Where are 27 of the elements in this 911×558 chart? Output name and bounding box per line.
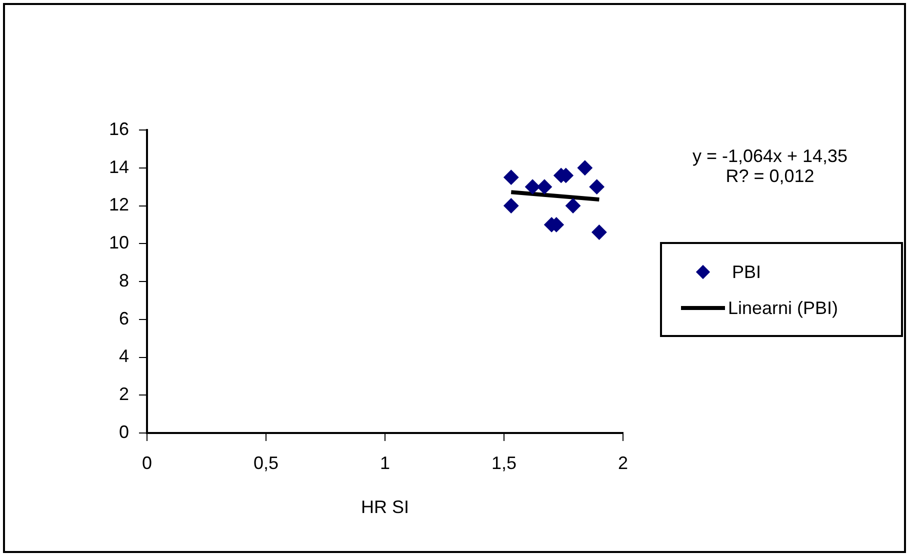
point	[566, 198, 581, 214]
text: y = -1,064x + 14,35	[691, 146, 849, 167]
y-tick-label: 16	[108, 118, 129, 139]
y-tick-label: 4	[118, 346, 129, 366]
y-tick-label: 2	[118, 384, 129, 404]
point	[577, 160, 592, 176]
legend-label: PBI	[732, 262, 762, 282]
y-tick-label: 8	[118, 270, 129, 290]
point	[504, 198, 519, 214]
y-tick-label: 10	[108, 232, 129, 253]
x-axis-title: HR SI	[360, 497, 410, 518]
legend-label: Linearni (PBI)	[728, 298, 838, 318]
y-tick-label: 12	[108, 194, 129, 215]
x-tick-label: 1,5	[491, 452, 517, 473]
point	[592, 224, 607, 240]
point	[504, 170, 519, 185]
text: R? = 0,012	[724, 166, 816, 187]
x-tick-label: 0	[142, 452, 152, 473]
x-tick-label: 0,5	[253, 452, 279, 473]
point	[536, 179, 552, 194]
y-tick-label: 0	[118, 422, 129, 442]
y-tick-label: 14	[108, 156, 129, 177]
x-tick-label: 2	[618, 452, 628, 473]
y-tick-label: 6	[118, 308, 129, 328]
point	[525, 179, 540, 194]
point	[589, 179, 604, 194]
x-tick-label: 1	[380, 452, 390, 473]
